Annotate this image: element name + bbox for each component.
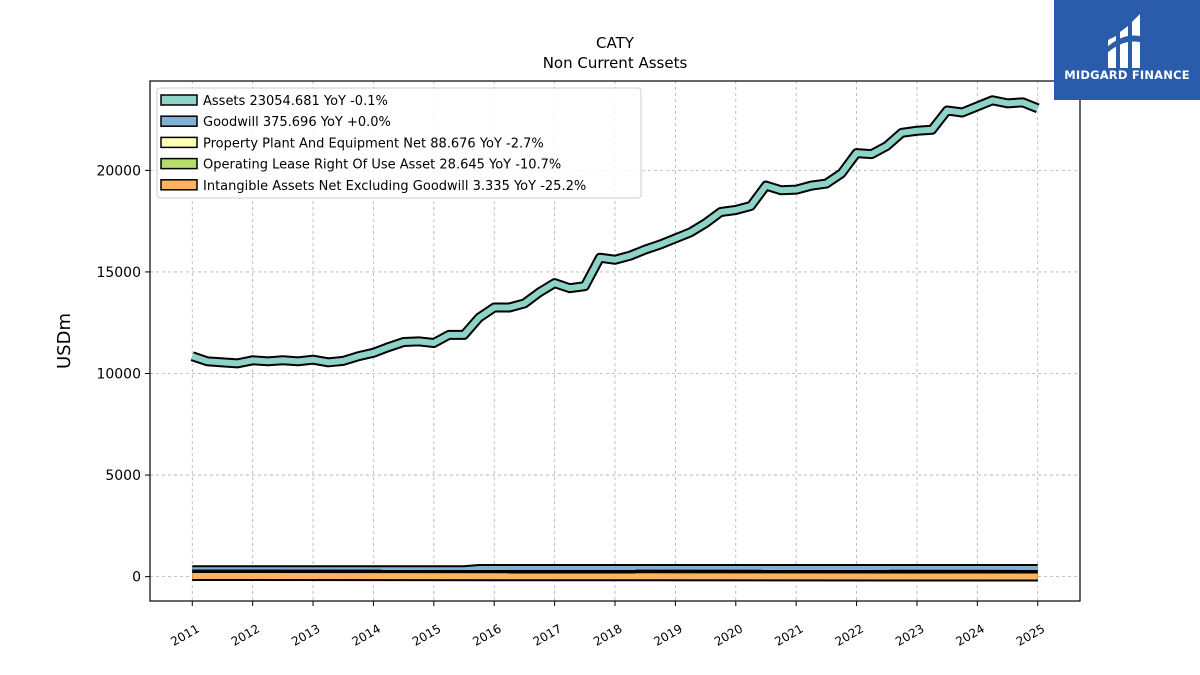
legend-entry: Assets 23054.681 YoY -0.1% — [203, 94, 388, 109]
legend-entry: Intangible Assets Net Excluding Goodwill… — [203, 179, 586, 194]
x-tick-label: 2023 — [893, 621, 926, 648]
series-core — [191, 97, 1039, 367]
legend-entry: Goodwill 375.696 YoY +0.0% — [203, 115, 391, 130]
x-tick-label: 2017 — [531, 621, 564, 648]
y-tick-label: 15000 — [96, 265, 141, 281]
series-line — [192, 571, 1038, 582]
logo-mark-icon — [1106, 14, 1146, 68]
x-tick-label: 2022 — [833, 621, 866, 648]
series-core — [192, 573, 1038, 580]
x-tick-label: 2015 — [410, 621, 443, 648]
y-tick-label: 10000 — [96, 367, 141, 383]
logo: MIDGARD FINANCE — [1054, 0, 1200, 100]
legend-box — [156, 87, 642, 199]
x-tick-label: 2025 — [1014, 621, 1047, 648]
legend-swatch — [160, 179, 198, 191]
y-tick-label: 5000 — [105, 468, 141, 484]
legend-entry: Property Plant And Equipment Net 88.676 … — [203, 136, 544, 151]
legend-entry: Operating Lease Right Of Use Asset 28.64… — [203, 158, 561, 173]
x-tick-label: 2019 — [651, 621, 684, 648]
x-tick-label: 2016 — [470, 621, 503, 648]
x-tick-label: 2020 — [712, 621, 745, 648]
legend-swatch — [160, 115, 198, 127]
chart-subtitle: Non Current Assets — [543, 54, 688, 72]
y-axis-label: USDm — [54, 313, 75, 369]
chart-title: CATY — [596, 34, 635, 52]
x-tick-label: 2018 — [591, 621, 624, 648]
x-tick-label: 2013 — [289, 621, 322, 648]
logo-text: MIDGARD FINANCE — [1064, 68, 1190, 82]
x-tick-label: 2021 — [772, 621, 805, 648]
series-line — [190, 95, 1040, 369]
x-tick-label: 2024 — [953, 621, 986, 648]
legend-swatch — [160, 94, 198, 106]
grid — [150, 81, 1080, 601]
x-tick-label: 2014 — [349, 621, 382, 648]
legend-swatch — [160, 157, 198, 170]
legend: Assets 23054.681 YoY -0.1% Goodwill 375.6… — [156, 87, 642, 199]
y-tick-label: 20000 — [96, 163, 141, 179]
legend-swatch — [160, 136, 198, 149]
y-tick-label: 0 — [132, 570, 141, 586]
x-tick-label: 2012 — [229, 621, 262, 648]
series-layer — [190, 95, 1040, 582]
x-tick-label: 2011 — [168, 621, 201, 648]
